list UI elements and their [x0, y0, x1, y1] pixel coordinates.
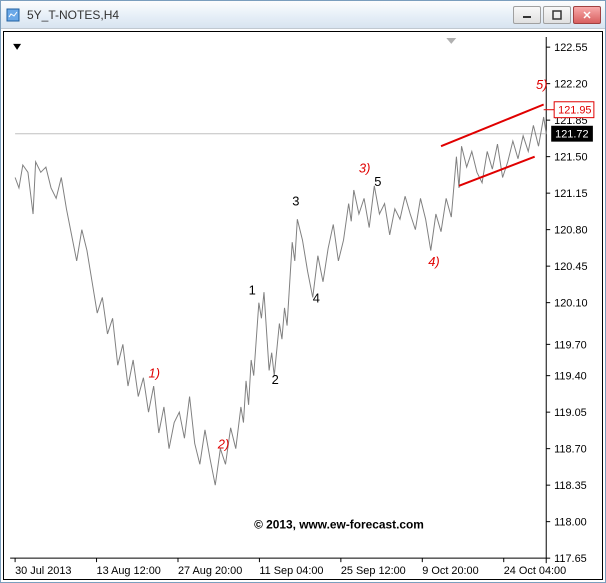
app-window: 5Y_T-NOTES,H4 117.65118.00118.35118.7011…: [0, 0, 606, 583]
wave-label-red: 1): [149, 366, 160, 381]
chart-marker-icon: [446, 38, 456, 44]
wedge-upper-line: [441, 105, 544, 147]
window-title: 5Y_T-NOTES,H4: [27, 8, 513, 22]
xaxis-tick-label: 9 Oct 20:00: [422, 565, 478, 577]
price-series: [15, 117, 546, 485]
yaxis-tick-label: 118.35: [554, 480, 587, 492]
titlebar[interactable]: 5Y_T-NOTES,H4: [1, 1, 605, 29]
yaxis-tick-label: 120.10: [554, 298, 587, 310]
yaxis-tick-label: 122.20: [554, 79, 587, 91]
xaxis-tick-label: 24 Oct 04:00: [504, 565, 566, 577]
yaxis-tick-label: 119.05: [554, 407, 587, 419]
yaxis-tick-label: 121.50: [554, 152, 587, 164]
period-dropdown-icon[interactable]: [13, 44, 21, 50]
xaxis-tick-label: 11 Sep 04:00: [259, 565, 323, 577]
xaxis-tick-label: 30 Jul 2013: [15, 565, 71, 577]
wave-label-black: 5: [374, 174, 381, 189]
window-controls: [513, 6, 601, 24]
wedge-lower-line: [459, 157, 535, 186]
wave-label-black: 2: [272, 372, 279, 387]
yaxis-tick-label: 120.80: [554, 225, 587, 237]
yaxis-tick-label: 119.40: [554, 371, 587, 383]
wave-label-black: 4: [313, 291, 320, 306]
wave-label-red: 4): [428, 254, 439, 269]
copyright-text: © 2013, www.ew-forecast.com: [254, 517, 424, 531]
yaxis-tick-label: 119.70: [554, 339, 587, 351]
yaxis-tick-label: 118.70: [554, 444, 587, 456]
yaxis-tick-label: 122.55: [554, 42, 587, 54]
xaxis-tick-label: 27 Aug 20:00: [178, 565, 242, 577]
yaxis-tick-label: 121.15: [554, 188, 587, 200]
wave-label-red: 5): [536, 77, 547, 92]
wave-label-red: 3): [359, 160, 370, 175]
current-price-value: 121.72: [555, 129, 588, 141]
chart-area[interactable]: 117.65 118.00 118.35 118.70 119.05 119.40 119.…: [3, 31, 603, 580]
chart-canvas: 117.65 118.00 118.35 118.70 119.05 119.40 119.…: [4, 32, 602, 579]
yaxis-tick-label: 120.45: [554, 261, 587, 273]
yaxis-tick-label: 117.65: [554, 553, 587, 565]
wave-label-black: 1: [249, 282, 256, 297]
target-price-value: 121.95: [558, 105, 591, 117]
wave-label-red: 2): [217, 437, 229, 452]
xaxis-tick-label: 13 Aug 12:00: [97, 565, 161, 577]
close-button[interactable]: [573, 6, 601, 24]
xaxis-tick-label: 25 Sep 12:00: [341, 565, 406, 577]
app-icon: [5, 7, 21, 23]
maximize-button[interactable]: [543, 6, 571, 24]
minimize-button[interactable]: [513, 6, 541, 24]
yaxis-tick-label: 118.00: [554, 517, 587, 529]
wave-label-black: 3: [292, 194, 299, 209]
